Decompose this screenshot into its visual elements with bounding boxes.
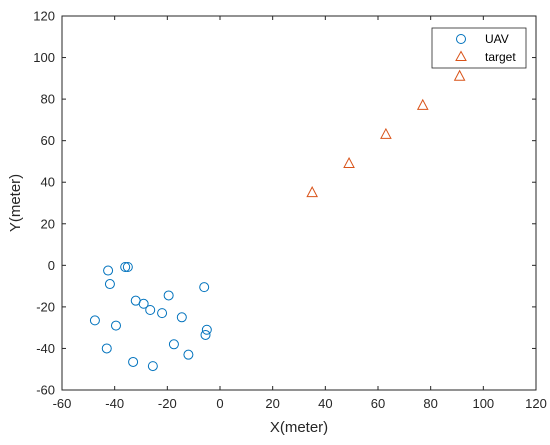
legend-target-marker [455,50,467,61]
y-tick-label: -40 [36,341,55,356]
uav-point [128,356,139,367]
legend-box [431,27,527,69]
y-tick-label: 80 [41,92,55,107]
x-tick-label: 0 [216,396,223,411]
uav-point [199,282,210,293]
uav-point [183,349,194,360]
x-axis-label: X(meter) [270,419,328,436]
legend-target-label: target [485,50,516,64]
uav-point [122,261,133,272]
y-axis-label: Y(meter) [7,174,24,232]
x-tick-label: 40 [318,396,332,411]
y-tick-label: 20 [41,216,55,231]
uav-point [176,312,187,323]
uav-point [138,298,149,309]
y-tick-label: 120 [33,9,55,24]
uav-point [104,279,115,290]
plot-area [61,15,537,391]
legend-uav-label: UAV [485,32,509,46]
target-point [343,156,355,169]
uav-point [147,361,158,372]
data-points [89,69,466,372]
target-point [416,98,429,110]
x-tick-label: 20 [265,396,279,411]
target-point [380,127,392,139]
uav-point [145,305,156,316]
x-tick-label: 80 [423,396,437,411]
y-tick-label: 60 [41,133,55,148]
x-tick-label: -60 [53,396,72,411]
axis-ticks [61,15,537,391]
x-tick-label: 120 [525,396,547,411]
y-tick-label: -60 [36,383,55,398]
uav-point [101,343,112,354]
uav-point [120,261,131,272]
x-tick-label: -20 [158,396,177,411]
uav-point [200,329,211,340]
uav-point [103,265,114,276]
legend: UAV target [431,27,527,69]
uav-point [157,308,168,319]
y-tick-label: 0 [48,258,55,273]
uav-point [163,290,174,301]
y-tick-label: 40 [41,175,55,190]
legend-uav-marker [456,34,466,44]
x-tick-label: 100 [472,396,494,411]
axis-tick-labels: -60 -40 -20 0 20 40 60 80 100 120 -60 -40 -20 0 20 40 60… [33,9,547,412]
uav-point [110,320,121,331]
target-point [306,186,318,198]
x-tick-label: 60 [371,396,385,411]
uav-point [168,339,179,350]
y-tick-label: 100 [33,50,55,65]
uav-point [89,315,100,326]
y-tick-label: -20 [36,299,55,314]
uav-point [201,324,212,335]
target-point [453,69,466,81]
x-tick-label: -40 [105,396,124,411]
